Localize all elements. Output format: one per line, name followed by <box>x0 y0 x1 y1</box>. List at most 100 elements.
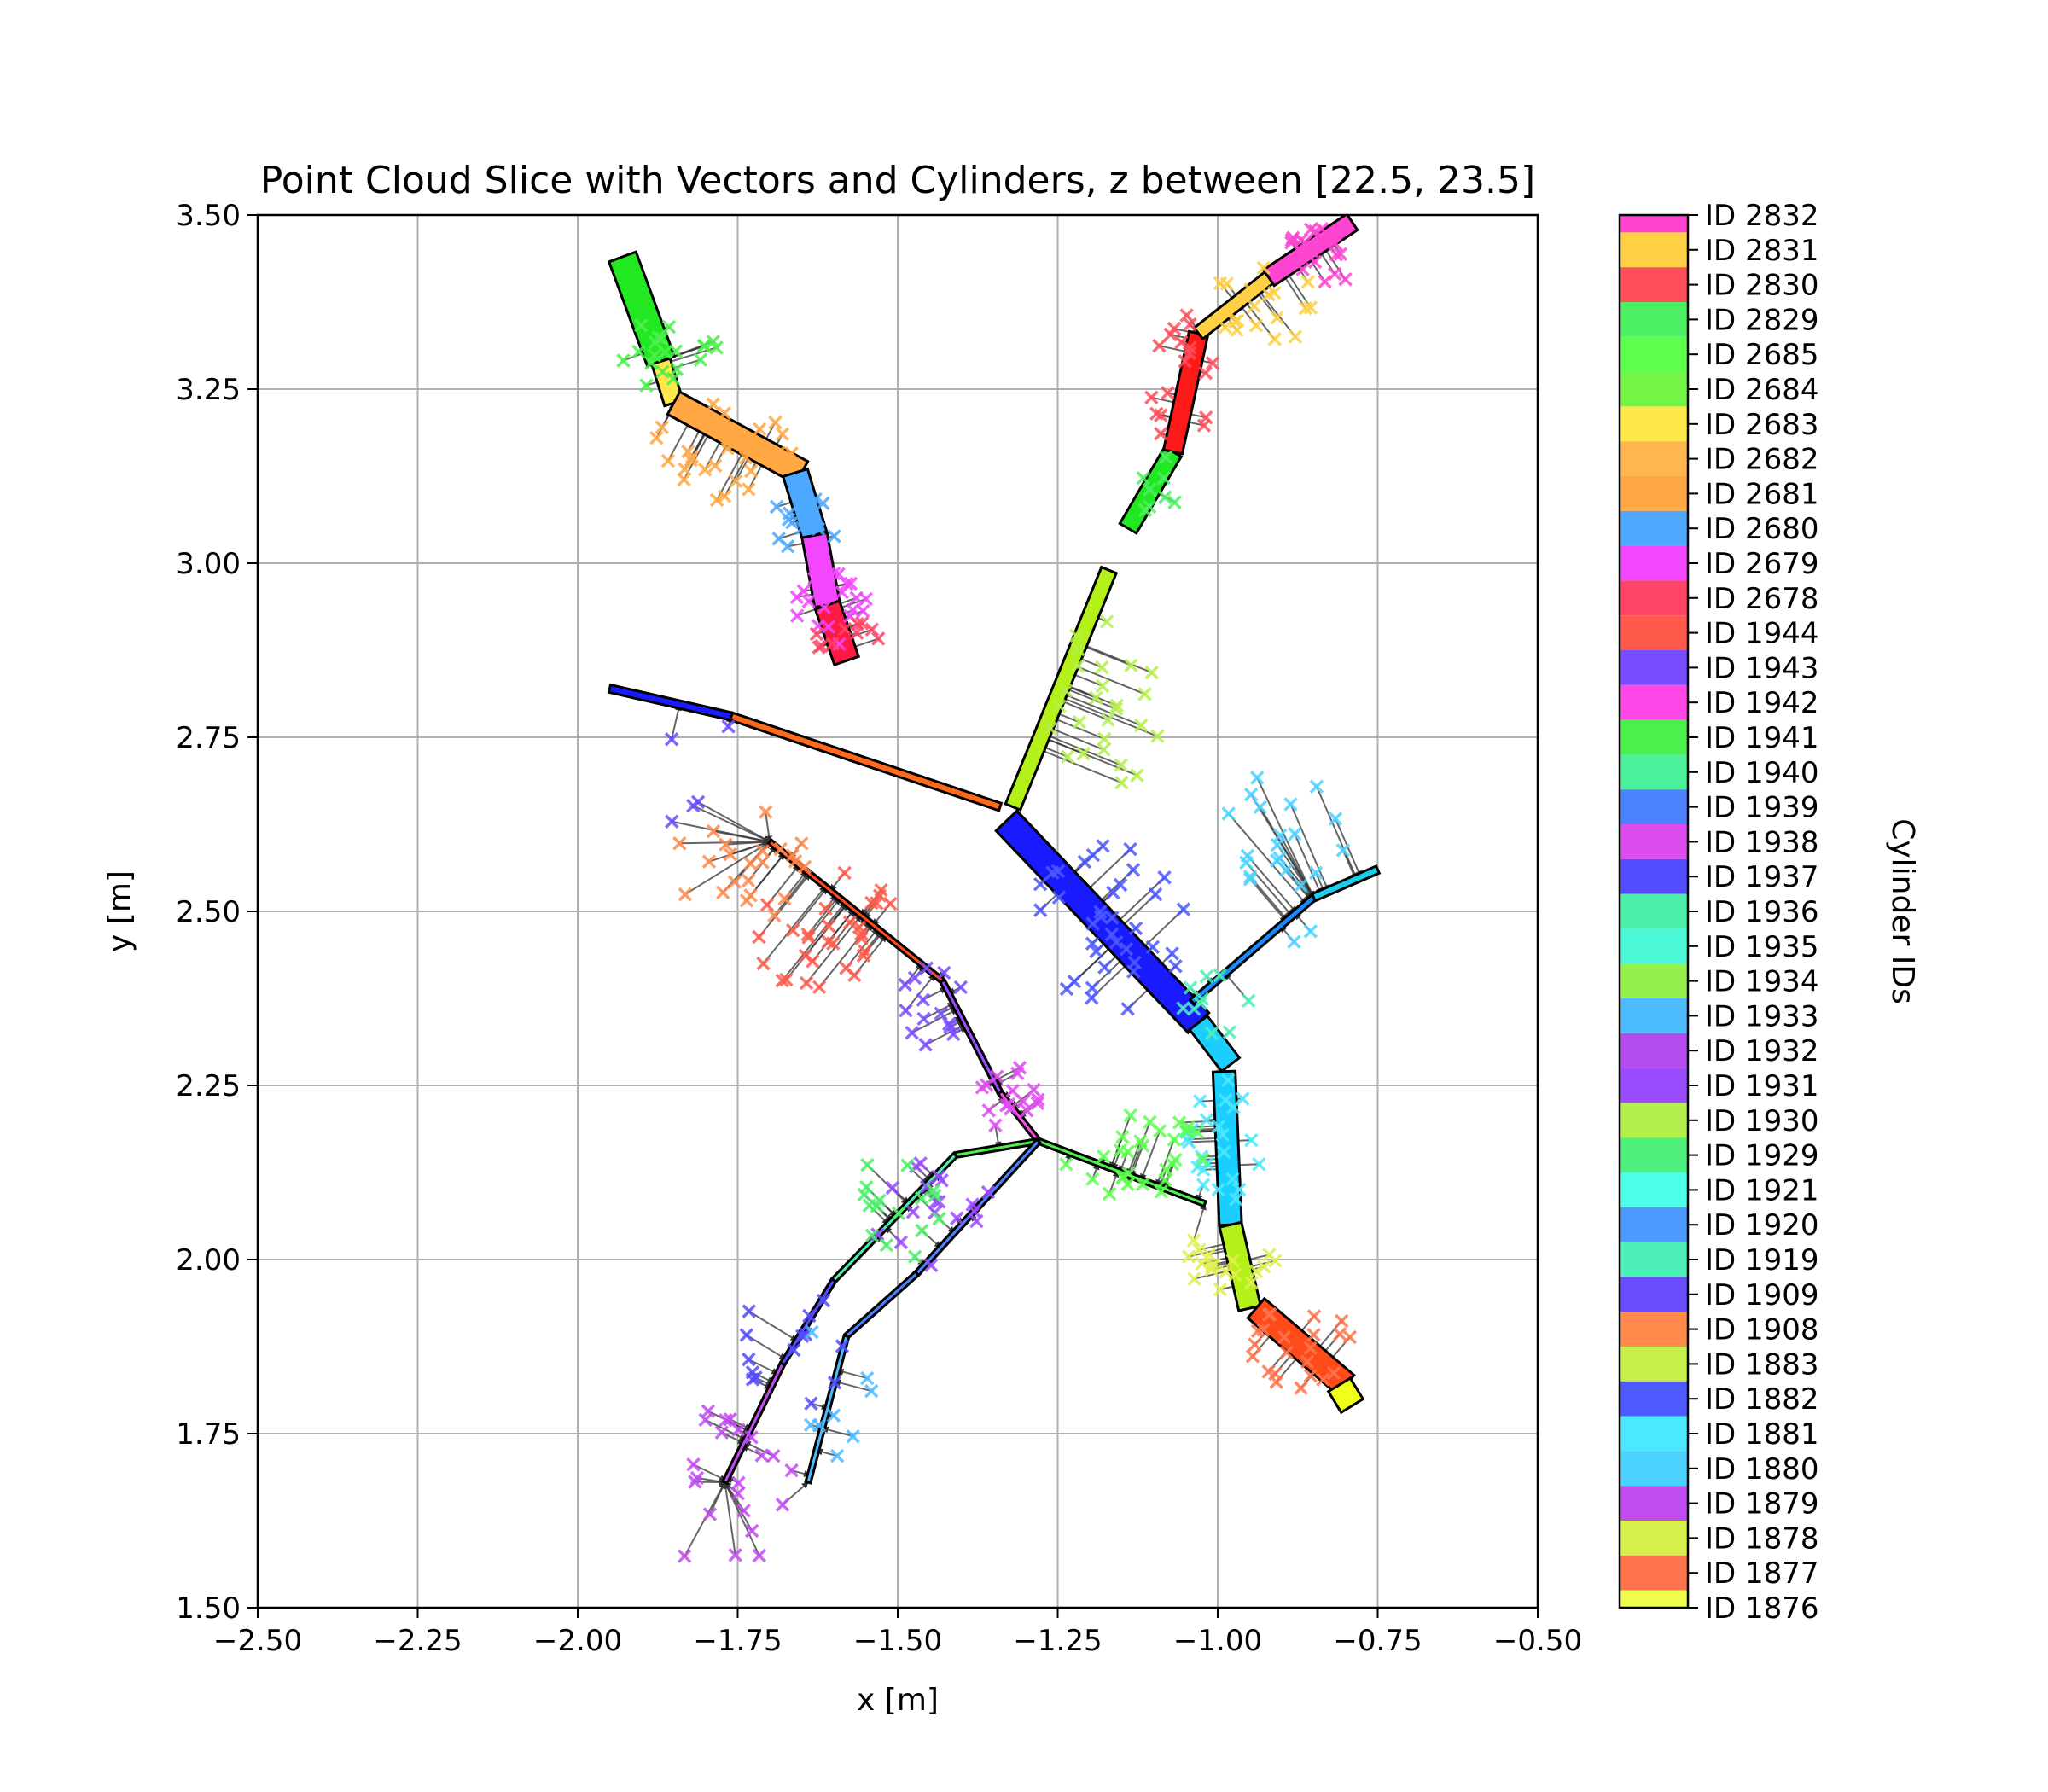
vector-arrow <box>1035 747 1122 784</box>
marker-stroke <box>891 1206 906 1221</box>
point-marker <box>717 489 732 503</box>
plot-content <box>607 215 1382 1563</box>
point-marker <box>715 885 730 900</box>
point-marker <box>1135 1177 1150 1192</box>
point-marker <box>633 318 649 333</box>
cylinder <box>1310 864 1382 903</box>
point-marker <box>825 636 841 651</box>
vector-arrow <box>724 1481 760 1556</box>
point-marker <box>829 1448 845 1463</box>
marker-stroke <box>702 1507 718 1521</box>
point-marker <box>768 415 783 430</box>
marker-stroke <box>859 1370 875 1386</box>
colorbar-tick-label: ID 1933 <box>1705 999 1819 1033</box>
point-marker <box>1335 843 1351 858</box>
point-marker <box>1199 969 1214 984</box>
vector-arrow <box>1062 683 1118 707</box>
marker-stroke <box>616 353 631 368</box>
marker-stroke <box>684 450 700 464</box>
y-tick-label: 3.00 <box>176 547 241 581</box>
colorbar-tick-label: ID 1941 <box>1705 721 1819 755</box>
point-marker <box>655 420 670 434</box>
point-marker <box>883 896 898 911</box>
point-marker <box>1245 1349 1260 1364</box>
marker-stroke <box>1158 1172 1172 1188</box>
point-marker <box>864 1383 879 1399</box>
point-marker <box>1168 1152 1183 1167</box>
marker-stroke <box>1179 308 1194 323</box>
marker-stroke <box>1298 300 1313 316</box>
marker-stroke <box>826 566 841 581</box>
marker-stroke <box>1187 1271 1201 1286</box>
marker-stroke <box>1181 1249 1196 1264</box>
point-marker <box>914 1191 929 1206</box>
point-marker <box>1213 968 1227 983</box>
marker-stroke <box>717 406 732 421</box>
point-marker <box>789 608 805 623</box>
point-marker <box>898 977 912 992</box>
marker-stroke <box>953 980 969 995</box>
vector-arrow <box>672 820 771 844</box>
colorbar-tick-label: ID 1934 <box>1705 965 1819 999</box>
point-marker <box>1306 1309 1322 1324</box>
point-marker <box>1051 890 1067 905</box>
point-marker <box>1306 1328 1321 1342</box>
y-tick-label: 2.00 <box>176 1243 241 1277</box>
point-marker <box>1247 299 1261 313</box>
point-marker <box>1183 980 1198 995</box>
colorbar-segment <box>1620 580 1688 616</box>
marker-stroke <box>916 1011 931 1027</box>
marker-stroke <box>1015 1094 1031 1108</box>
point-marker <box>669 362 684 376</box>
point-marker <box>818 901 833 916</box>
marker-stroke <box>1272 851 1287 866</box>
point-marker <box>1277 1329 1292 1345</box>
marker-stroke <box>1168 1152 1183 1167</box>
colorbar-segment <box>1620 754 1688 790</box>
marker-stroke <box>1213 1282 1228 1297</box>
marker-stroke <box>898 977 912 992</box>
point-marker <box>785 848 800 863</box>
marker-stroke <box>723 847 737 862</box>
marker-stroke <box>937 965 951 980</box>
colorbar-tick-label: ID 1878 <box>1705 1521 1819 1556</box>
x-tick-label: −1.75 <box>693 1624 782 1658</box>
colorbar-segment <box>1620 336 1688 372</box>
marker-stroke <box>946 1027 961 1042</box>
point-marker <box>799 975 814 991</box>
cylinder <box>1187 1014 1242 1073</box>
point-marker <box>1179 308 1194 323</box>
marker-stroke <box>793 493 807 508</box>
marker-stroke <box>934 1006 948 1021</box>
marker-stroke <box>808 492 823 507</box>
vector-arrow <box>1044 724 1104 751</box>
point-marker <box>864 895 879 911</box>
point-marker <box>1058 684 1073 698</box>
marker-stroke <box>1183 340 1197 355</box>
marker-stroke <box>1033 903 1048 917</box>
point-marker <box>781 512 796 527</box>
marker-stroke <box>1085 916 1100 931</box>
marker-stroke <box>706 335 721 349</box>
point-marker <box>784 446 799 461</box>
marker-stroke <box>1306 1328 1321 1342</box>
marker-stroke <box>1031 1092 1045 1107</box>
point-marker <box>837 865 852 881</box>
point-marker <box>1114 1130 1130 1144</box>
marker-stroke <box>785 848 800 863</box>
point-marker <box>856 948 871 963</box>
point-marker <box>723 847 737 862</box>
marker-stroke <box>928 1195 944 1209</box>
point-marker <box>816 1293 831 1308</box>
marker-stroke <box>864 622 880 637</box>
marker-stroke <box>1243 787 1259 802</box>
point-marker <box>794 836 809 851</box>
point-marker <box>739 1328 754 1342</box>
colorbar-tick-label: ID 2685 <box>1705 338 1819 372</box>
point-marker <box>1270 837 1285 852</box>
marker-stroke <box>1099 614 1114 629</box>
point-marker <box>1338 272 1353 287</box>
marker-stroke <box>854 616 870 631</box>
point-marker <box>1176 1001 1190 1015</box>
colorbar-segment <box>1620 998 1688 1033</box>
